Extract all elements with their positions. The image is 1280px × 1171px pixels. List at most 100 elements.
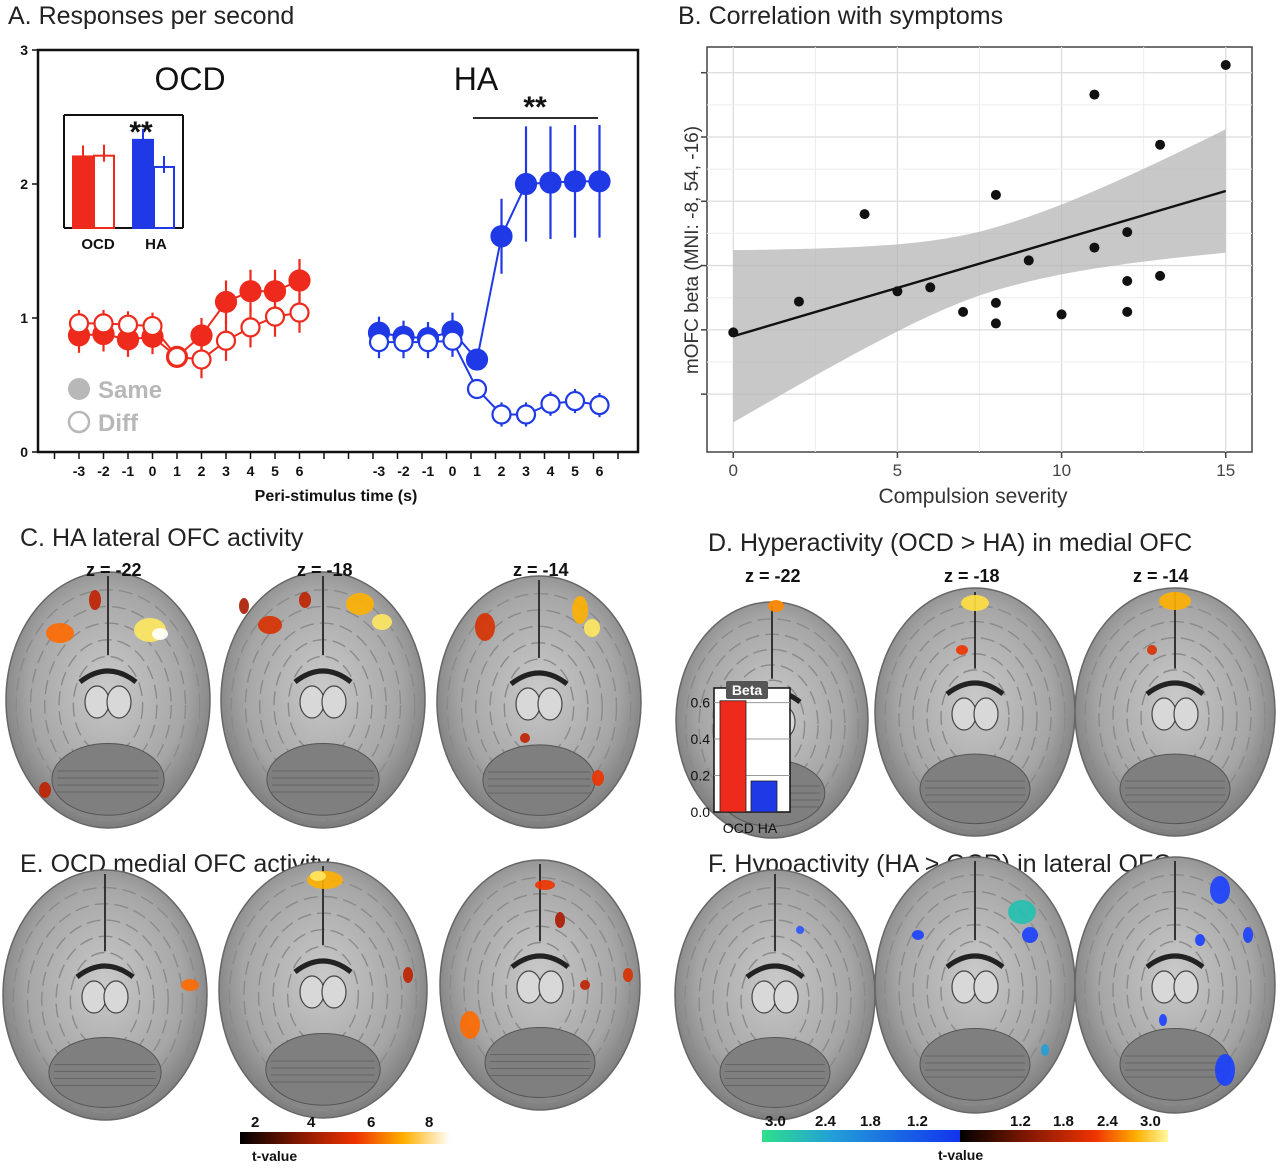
colorbar-div-tick: 3.0 xyxy=(1140,1113,1161,1130)
scatter-point xyxy=(1122,306,1133,317)
brain-ventricle xyxy=(75,963,135,980)
brain-slice-c1 xyxy=(5,571,211,829)
inset-d-y-tick-label: 0.4 xyxy=(691,731,711,747)
x-tick-label: -1 xyxy=(422,463,435,479)
legend-diff-marker xyxy=(67,410,91,434)
panel-c-title: C. HA lateral OFC activity xyxy=(20,524,304,552)
activation-blob xyxy=(1041,1044,1049,1056)
brain-cerebellum xyxy=(266,743,380,816)
y-tick-label: 0 xyxy=(20,444,28,460)
inset-d-title-bg xyxy=(726,681,768,699)
data-point-ocd-diff xyxy=(289,302,310,323)
brain-cerebellum xyxy=(1119,753,1231,825)
brain-gyri xyxy=(243,895,403,1095)
colorbar-div-tick: 2.4 xyxy=(815,1113,836,1130)
brain-gyri xyxy=(684,886,866,1114)
activation-blob xyxy=(623,968,633,982)
colorbar-div-tick: 1.8 xyxy=(860,1113,881,1130)
brain-gyri xyxy=(29,605,187,805)
brain-slice-e1 xyxy=(2,869,208,1121)
colorbar-div-tick: 1.2 xyxy=(1010,1113,1031,1130)
brain-midbrain xyxy=(515,687,541,721)
colorbar-warm xyxy=(960,1130,1168,1142)
slice-label-c1: z = -22 xyxy=(86,560,142,580)
brain-cerebellum xyxy=(51,743,165,816)
data-point-ha-diff xyxy=(442,330,463,351)
data-point-ha-same xyxy=(514,172,538,196)
brain-midbrain xyxy=(84,685,110,719)
activation-blob xyxy=(475,613,495,641)
scatter-point xyxy=(1023,255,1034,266)
activation-blob xyxy=(460,1011,480,1039)
scatter-point xyxy=(990,297,1001,308)
activation-blob xyxy=(1159,1014,1167,1026)
colorbar-div-tick: 3.0 xyxy=(765,1113,786,1130)
panel-d-title: D. Hyperactivity (OCD > HA) in medial OF… xyxy=(708,529,1193,557)
y-tick-label: 1 xyxy=(20,310,28,326)
x-tick-label: 3 xyxy=(222,463,230,479)
brain-cerebellum xyxy=(482,744,596,816)
activation-blob xyxy=(403,967,413,983)
data-point-ocd-diff xyxy=(166,346,188,367)
brain-ventricle xyxy=(745,963,805,980)
activation-blob xyxy=(299,592,311,608)
colorbar-div-tick: 1.2 xyxy=(907,1113,928,1130)
data-point-ha-diff xyxy=(417,332,439,353)
confidence-band xyxy=(733,129,1226,423)
data-point-ocd-same xyxy=(214,290,238,314)
data-point-ha-same xyxy=(588,170,611,193)
panel-b-title: B. Correlation with symptoms xyxy=(678,2,1004,30)
activation-blob xyxy=(372,614,392,630)
x-tick-label: 5 xyxy=(571,463,579,479)
x-tick-label: 2 xyxy=(498,463,506,479)
colorbar-hot-tick: 2 xyxy=(251,1114,260,1131)
brain-slice-e2 xyxy=(218,861,428,1119)
data-point-ocd-diff xyxy=(142,315,163,337)
inset-d-bar-ocd xyxy=(719,700,747,813)
activation-blob xyxy=(346,593,374,615)
x-tick-label: 0 xyxy=(729,461,738,480)
scatter-point xyxy=(1155,270,1166,281)
activation-blob xyxy=(1022,927,1038,943)
data-point-ocd-diff xyxy=(191,349,212,370)
y-axis-label: mOFC beta (MNI: -8, 54, -16) xyxy=(682,126,703,374)
activation-blob xyxy=(912,930,924,940)
inset-d-y-tick-label: 0.0 xyxy=(691,804,711,820)
panel-d-inset: Beta 0.0 0.2 0.4 0.6 OCD HA xyxy=(691,681,791,836)
colorbar-hot-tick: 6 xyxy=(367,1114,376,1131)
activation-blob xyxy=(580,980,590,990)
x-tick-label: 6 xyxy=(596,463,604,479)
colorbar-hot xyxy=(240,1132,450,1144)
brain-gyri xyxy=(884,604,1066,830)
y-tick-label: 2 xyxy=(20,176,28,192)
brain-ventricle xyxy=(510,953,570,970)
slice-label-d3: z = -14 xyxy=(1133,566,1189,586)
brain-cerebellum xyxy=(484,1027,596,1098)
activation-blob xyxy=(555,912,565,928)
brain-cerebellum xyxy=(48,1037,162,1108)
series-line-ocd-diff xyxy=(79,311,300,361)
x-tick-label: 15 xyxy=(1216,461,1235,480)
inset-d-title: Beta xyxy=(732,682,763,698)
colorbar-div-label: t-value xyxy=(938,1147,984,1163)
x-tick-label: 1 xyxy=(473,463,481,479)
brain-ventricle xyxy=(945,953,1005,970)
scatter-point xyxy=(1155,139,1166,150)
data-point-ocd-diff xyxy=(117,314,139,335)
data-point-ha-diff xyxy=(393,332,414,353)
data-point-ha-diff xyxy=(515,404,537,425)
activation-blob xyxy=(239,598,249,614)
legend-same-marker xyxy=(68,378,90,400)
activation-blob xyxy=(768,600,784,612)
brain-midbrain xyxy=(1151,970,1177,1004)
activation-blob xyxy=(1195,934,1205,946)
brain-cerebellum xyxy=(265,1033,381,1106)
activation-blob xyxy=(1147,645,1157,655)
brain-slice-d2 xyxy=(874,587,1076,837)
inset-d-bar-ha xyxy=(750,780,778,813)
data-point-ha-diff xyxy=(368,332,390,353)
panel-a-title: A. Responses per second xyxy=(8,2,295,30)
brain-midbrain xyxy=(516,970,542,1004)
data-point-ocd-diff xyxy=(264,306,286,327)
